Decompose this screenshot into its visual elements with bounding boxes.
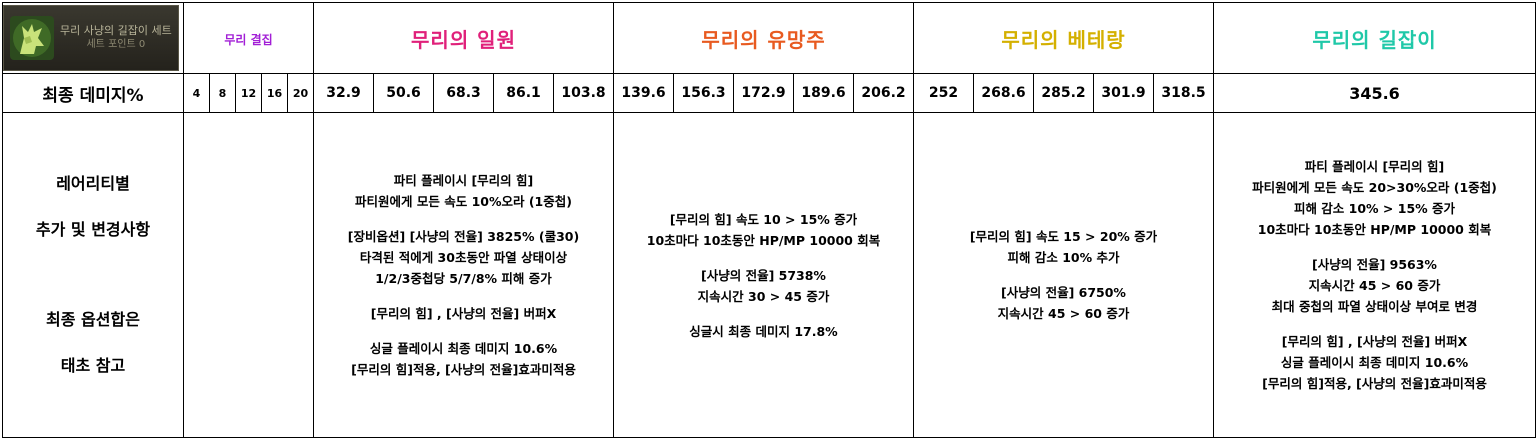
desc-line: [사냥의 전율] 9563% xyxy=(1312,257,1437,272)
desc-line: 피해 감소 10% 추가 xyxy=(1007,250,1120,265)
header-beterang: 무리의 베테랑 xyxy=(913,2,1214,74)
header-gathering: 무리 결집 xyxy=(183,2,314,74)
header-yumangju: 무리의 유망주 xyxy=(613,2,914,74)
desc-line: [무리의 힘]적용, [사냥의 전율]효과미적용 xyxy=(1262,376,1487,391)
damage-label-cell: 최종 데미지% xyxy=(2,73,184,113)
header-giljabi: 무리의 길잡이 xyxy=(1213,2,1536,74)
yumangju-desc-cell: [무리의 힘] 속도 10 > 15% 증가 10초마다 10초동안 HP/MP… xyxy=(613,112,914,438)
ilwon-damage-cell: 50.6 xyxy=(373,73,434,113)
desc-line: 최대 중첩의 파열 상태이상 부여로 변경 xyxy=(1271,299,1478,314)
giljabi-desc-cell: 파티 플레이시 [무리의 힘] 파티원에게 모든 속도 20>30%오라 (1중… xyxy=(1213,112,1536,438)
header-yumangju-label: 무리의 유망주 xyxy=(701,27,826,52)
point-cell: 16 xyxy=(261,73,288,113)
beterang-desc-cell: [무리의 힘] 속도 15 > 20% 증가 피해 감소 10% 추가 [사냥의… xyxy=(913,112,1214,438)
giljabi-desc: 파티 플레이시 [무리의 힘] 파티원에게 모든 속도 20>30%오라 (1중… xyxy=(1215,156,1535,394)
yumangju-desc: [무리의 힘] 속도 10 > 15% 증가 10초마다 10초동안 HP/MP… xyxy=(615,209,913,342)
yumangju-damage-cell: 139.6 xyxy=(613,73,674,113)
header-ilwon: 무리의 일원 xyxy=(313,2,614,74)
yumangju-damage-cell: 206.2 xyxy=(853,73,914,113)
desc-line: 지속시간 30 > 45 증가 xyxy=(697,288,830,304)
desc-line: 10초마다 10초동안 HP/MP 10000 회복 xyxy=(646,232,881,248)
yumangju-damage-cell: 189.6 xyxy=(793,73,854,113)
desc-line: 싱글시 최종 데미지 17.8% xyxy=(689,323,838,339)
desc-line: [사냥의 전율] 6750% xyxy=(1001,285,1126,300)
ilwon-damage-cell: 68.3 xyxy=(433,73,494,113)
beterang-damage-cell: 301.9 xyxy=(1093,73,1154,113)
desc-line: [장비옵션] [사냥의 전율] 3825% (쿨30) xyxy=(347,229,580,244)
set-badge-points: 세트 포인트 0 xyxy=(86,39,146,50)
desc-line: [무리의 힘] , [사냥의 전율] 버퍼X xyxy=(370,306,557,321)
desc-line: 지속시간 45 > 60 증가 xyxy=(997,306,1130,321)
left-note-cell: 레어리티별 추가 및 변경사항 최종 옵션합은 태초 참고 xyxy=(2,112,184,438)
damage-label: 최종 데미지% xyxy=(42,85,144,106)
beterang-damage-cell: 252 xyxy=(913,73,974,113)
point-cell: 8 xyxy=(209,73,236,113)
ilwon-damage-cell: 32.9 xyxy=(313,73,374,113)
left-note: 레어리티별 추가 및 변경사항 최종 옵션합은 태초 참고 xyxy=(4,169,183,381)
beterang-desc: [무리의 힘] 속도 15 > 20% 증가 피해 감소 10% 추가 [사냥의… xyxy=(915,226,1213,324)
desc-line: 지속시간 45 > 60 증가 xyxy=(1308,278,1441,293)
point-cell: 12 xyxy=(235,73,262,113)
desc-line: 파티원에게 모든 속도 10%오라 (1중첩) xyxy=(355,194,572,209)
beterang-damage-cell: 285.2 xyxy=(1033,73,1094,113)
desc-line: [무리의 힘] 속도 10 > 15% 증가 xyxy=(669,211,858,227)
wolf-howl-icon xyxy=(10,16,54,60)
point-cell: 4 xyxy=(183,73,210,113)
desc-line: [무리의 힘] , [사냥의 전율] 버퍼X xyxy=(1281,334,1468,349)
yumangju-damage-cell: 172.9 xyxy=(733,73,794,113)
beterang-damage-cell: 268.6 xyxy=(973,73,1034,113)
left-note-line: 태초 참고 xyxy=(60,356,126,375)
desc-line: 싱글 플레이시 최종 데미지 10.6% xyxy=(1280,355,1469,370)
desc-line: 10초마다 10초동안 HP/MP 10000 회복 xyxy=(1257,222,1492,237)
desc-line: [무리의 힘] 속도 15 > 20% 증가 xyxy=(969,229,1158,244)
beterang-damage-cell: 318.5 xyxy=(1153,73,1214,113)
yumangju-damage-cell: 156.3 xyxy=(673,73,734,113)
desc-line: 싱글 플레이시 최종 데미지 10.6% xyxy=(369,341,558,356)
desc-line: 파티 플레이시 [무리의 힘] xyxy=(393,173,534,188)
desc-line: 파티 플레이시 [무리의 힘] xyxy=(1304,159,1445,174)
desc-line: [무리의 힘]적용, [사냥의 전율]효과미적용 xyxy=(351,362,576,377)
left-note-line: 레어리티별 xyxy=(56,174,130,193)
gathering-desc-cell xyxy=(183,112,314,438)
ilwon-desc: 파티 플레이시 [무리의 힘] 파티원에게 모든 속도 10%오라 (1중첩) … xyxy=(315,170,613,380)
point-cell: 20 xyxy=(287,73,314,113)
desc-line: 파티원에게 모든 속도 20>30%오라 (1중첩) xyxy=(1252,180,1497,195)
desc-line: [사냥의 전율] 5738% xyxy=(701,267,826,283)
desc-line: 피해 감소 10% > 15% 증가 xyxy=(1293,201,1456,216)
header-giljabi-label: 무리의 길잡이 xyxy=(1312,27,1437,52)
giljabi-damage-cell: 345.6 xyxy=(1213,73,1536,113)
left-note-line: 추가 및 변경사항 xyxy=(35,220,151,239)
left-note-line: 최종 옵션합은 xyxy=(46,310,140,329)
set-badge-cell: 무리 사냥의 길잡이 세트 세트 포인트 0 xyxy=(2,2,184,74)
set-option-table: 무리 사냥의 길잡이 세트 세트 포인트 0 무리 결집 무리의 일원 무리의 … xyxy=(2,2,1536,438)
header-gathering-label: 무리 결집 xyxy=(224,32,273,47)
header-ilwon-label: 무리의 일원 xyxy=(411,27,516,52)
desc-line: 1/2/3중첩당 5/7/8% 피해 증가 xyxy=(375,271,552,286)
ilwon-damage-cell: 103.8 xyxy=(553,73,614,113)
ilwon-desc-cell: 파티 플레이시 [무리의 힘] 파티원에게 모든 속도 10%오라 (1중첩) … xyxy=(313,112,614,438)
set-badge: 무리 사냥의 길잡이 세트 세트 포인트 0 xyxy=(3,5,179,71)
header-beterang-label: 무리의 베테랑 xyxy=(1001,27,1126,52)
set-badge-title: 무리 사냥의 길잡이 세트 xyxy=(60,24,172,37)
ilwon-damage-cell: 86.1 xyxy=(493,73,554,113)
desc-line: 타격된 적에게 30초동안 파열 상태이상 xyxy=(359,250,568,265)
